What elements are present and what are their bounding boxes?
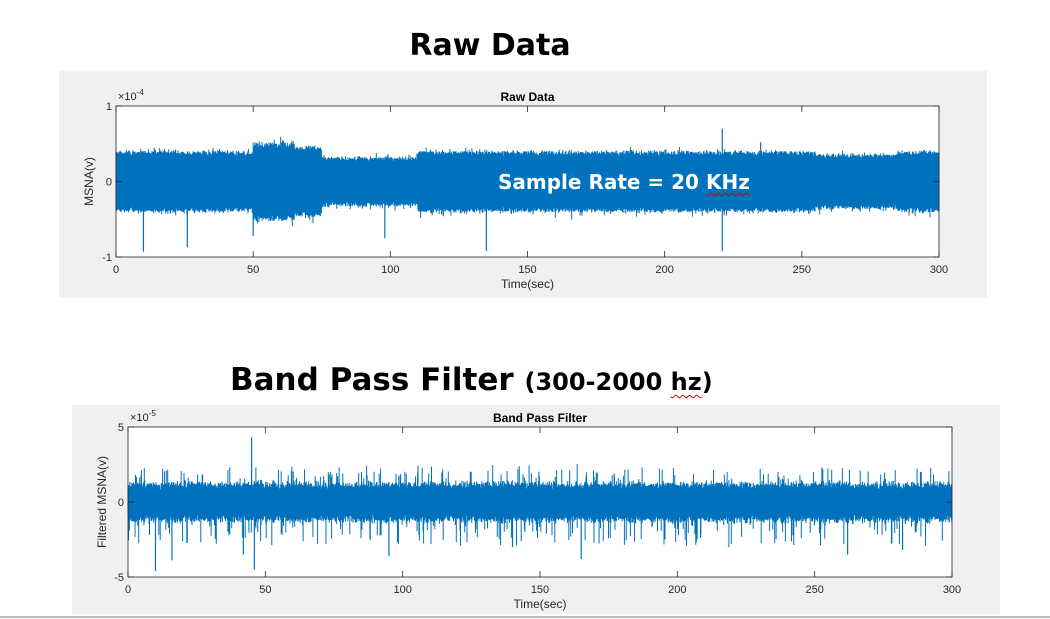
x-tick-label: 200 xyxy=(668,584,686,596)
x-tick-label: 300 xyxy=(943,584,961,596)
x-tick-label: 250 xyxy=(805,584,823,596)
y-exponent-power: -4 xyxy=(137,88,145,97)
y-tick-label: 0 xyxy=(106,177,112,189)
y-exponent-label: ×10-4 xyxy=(118,88,144,103)
band-pass-range-close: ) xyxy=(701,368,713,396)
y-tick-label: -1 xyxy=(102,252,112,264)
band-pass-figure: 0 50 100 150 200 250 300 -5 0 5 ×10-5 Band Pass Fil… xyxy=(72,405,1000,614)
x-tick-label: 100 xyxy=(381,264,399,276)
y-tick-label: 1 xyxy=(106,101,112,113)
band-pass-range-unit: hz xyxy=(670,368,702,396)
y-axis-label: MSNA(v) xyxy=(82,157,96,206)
slide-title-raw-data: Raw Data xyxy=(409,28,571,63)
y-exponent-power: -5 xyxy=(149,409,157,418)
x-axis-label: Time(sec) xyxy=(514,597,567,611)
raw-data-chart: 0 50 100 150 200 250 300-101×10-4 Raw DataTime(… xyxy=(82,88,948,291)
x-tick-label: 50 xyxy=(259,584,271,596)
raw-data-figure: 0 50 100 150 200 250 300 -1 0 1 ×10-4 Raw Data Time(… xyxy=(59,71,987,298)
band-pass-range-value: (300-2000 xyxy=(524,368,671,396)
x-axis-label: Time(sec) xyxy=(501,277,554,291)
y-exponent-label: ×10-5 xyxy=(130,409,156,424)
slide-bottom-divider xyxy=(0,616,1050,618)
x-tick-label: 200 xyxy=(655,264,673,276)
y-axis-label: Filtered MSNA(v) xyxy=(95,456,109,548)
sample-rate-text: Sample Rate = 20 xyxy=(498,170,706,194)
slide-title-band-pass: Band Pass Filter (300-2000 hz) xyxy=(230,362,713,398)
x-tick-label: 250 xyxy=(793,264,811,276)
x-tick-label: 50 xyxy=(247,264,259,276)
sample-rate-annotation: Sample Rate = 20 KHz xyxy=(498,170,750,194)
sample-rate-unit: KHz xyxy=(705,170,750,194)
chart-title: Band Pass Filter xyxy=(493,411,587,425)
x-tick-label: 100 xyxy=(393,584,411,596)
band-pass-title-text: Band Pass Filter xyxy=(230,362,525,398)
y-tick-label: 5 xyxy=(118,422,124,434)
x-tick-label: 300 xyxy=(930,264,948,276)
chart-title: Raw Data xyxy=(500,90,554,104)
x-tick-label: 0 xyxy=(125,584,131,596)
x-tick-label: 0 xyxy=(113,264,119,276)
y-tick-label: 0 xyxy=(118,497,124,509)
band-pass-range: (300-2000 hz) xyxy=(524,368,712,396)
band-pass-chart: 0 50 100 150 200 250 300-505×10-5 Band Pass Fil… xyxy=(95,409,961,611)
x-tick-label: 150 xyxy=(518,264,536,276)
x-tick-label: 150 xyxy=(531,584,549,596)
y-tick-label: -5 xyxy=(114,572,124,584)
